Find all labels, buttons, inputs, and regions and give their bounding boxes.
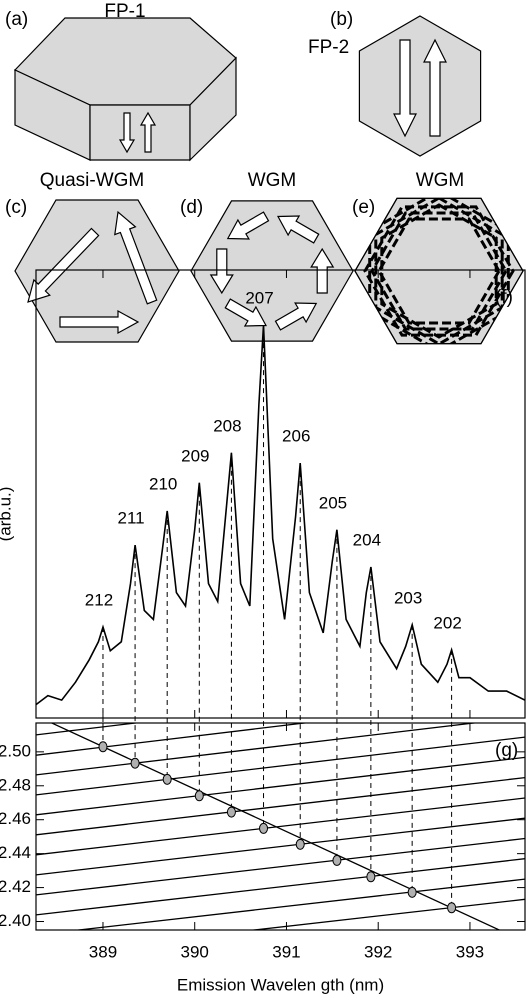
- point: [227, 807, 235, 817]
- x-axis-label: Emission Wavelen gth (nm): [177, 975, 384, 994]
- peak-label: 202: [433, 613, 461, 632]
- peak-label: 206: [282, 427, 310, 446]
- panel-title: FP-1: [104, 1, 145, 22]
- point: [448, 903, 456, 913]
- point: [296, 839, 304, 849]
- panel-label: (f): [495, 287, 513, 308]
- panel-title: Quasi-WGM: [40, 170, 145, 191]
- point: [333, 855, 341, 865]
- panel-label: (d): [180, 197, 203, 218]
- panel-label: (c): [5, 197, 27, 218]
- y-tick-label: 2.50: [0, 741, 31, 760]
- x-tick-label: 390: [181, 942, 209, 961]
- peak-label: 205: [319, 493, 347, 512]
- panel-label: (e): [352, 197, 375, 218]
- point: [260, 823, 268, 833]
- peak-label: 208: [213, 416, 241, 435]
- y-tick-label: 2.42: [0, 877, 31, 896]
- x-tick-label: 393: [456, 942, 484, 961]
- spectrum-line: [36, 325, 525, 704]
- panel-label: (a): [5, 9, 28, 30]
- point: [195, 791, 203, 801]
- peak-label: 204: [353, 531, 381, 550]
- y-tick-label: 2.48: [0, 775, 31, 794]
- panel-title: WGM: [248, 170, 297, 191]
- y-axis-label: (arb.u.): [0, 487, 14, 542]
- figure: (a) FP-1 (b) FP-2 Quasi-WGM (c) WGM (d) …: [0, 0, 526, 1002]
- plot-area: [36, 325, 525, 704]
- panel-label: (b): [330, 9, 353, 30]
- peak-label: 212: [85, 591, 113, 610]
- hexagon: [359, 16, 480, 156]
- hexagon: [191, 201, 353, 341]
- point: [99, 742, 107, 752]
- panel-label: (g): [495, 740, 518, 761]
- point: [408, 887, 416, 897]
- peak-label: 207: [245, 289, 273, 308]
- x-tick-label: 392: [364, 942, 392, 961]
- y-tick-label: 2.40: [0, 911, 31, 930]
- y-tick-label: 2.46: [0, 809, 31, 828]
- x-tick-label: 389: [89, 942, 117, 961]
- peak-label: 211: [118, 509, 145, 528]
- point: [131, 758, 139, 768]
- point: [367, 872, 375, 882]
- point: [163, 774, 171, 784]
- panel-title: WGM: [416, 170, 465, 191]
- peak-label: 210: [149, 475, 177, 494]
- y-tick-label: 2.44: [0, 843, 31, 862]
- peak-label: 203: [394, 588, 422, 607]
- x-tick-label: 391: [272, 942, 300, 961]
- peak-label: 209: [181, 446, 209, 465]
- panel-title: FP-2: [308, 37, 349, 58]
